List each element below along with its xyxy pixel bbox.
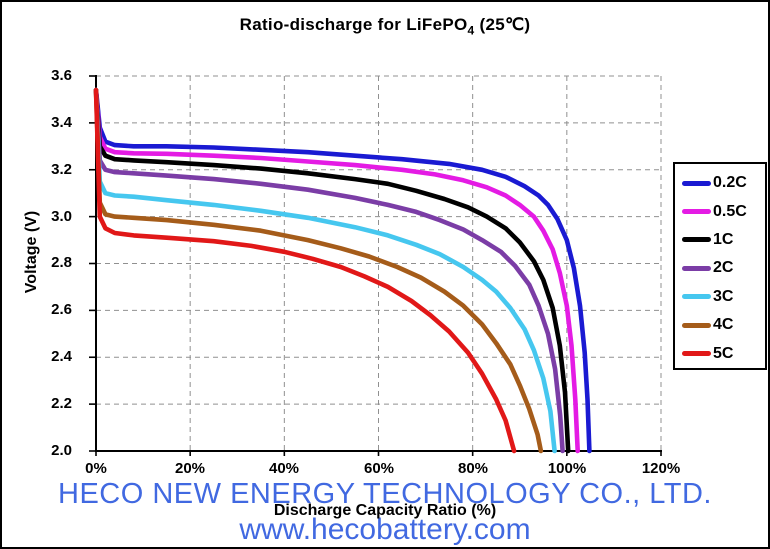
y-tick-label: 3.2 <box>51 161 72 178</box>
legend-item: 0.5C <box>682 197 765 225</box>
x-tick-label: 0% <box>85 460 107 477</box>
chart-title: Ratio-discharge for LiFePO4 (25℃) <box>2 15 768 37</box>
legend-line-swatch <box>682 294 711 300</box>
series-curve-3C <box>93 87 557 454</box>
x-tick-label: 40% <box>268 460 300 477</box>
legend-line-swatch <box>682 351 711 357</box>
legend-item: 2C <box>682 254 765 282</box>
series-curve-5C <box>93 87 517 454</box>
y-tick-label: 2.8 <box>51 254 72 271</box>
x-tick-label: 20% <box>174 460 206 477</box>
x-tick-label: 120% <box>641 460 681 477</box>
series-curve-2C <box>93 87 565 454</box>
y-tick-label: 2.0 <box>51 442 72 459</box>
legend-label: 3C <box>713 287 734 305</box>
legend-line-swatch <box>682 322 711 328</box>
legend-line-swatch <box>682 237 711 243</box>
legend-item: 3C <box>682 283 765 311</box>
legend-item: 0.2C <box>682 169 765 197</box>
x-tick-label: 100% <box>547 460 587 477</box>
legend-label: 1C <box>713 230 734 248</box>
watermark-company-name: HECO NEW ENERGY TECHNOLOGY CO., LTD. <box>58 478 712 510</box>
y-tick-label: 3.4 <box>51 114 72 131</box>
legend-label: 0.5C <box>713 202 747 220</box>
title-suffix: (25℃) <box>474 15 531 34</box>
series-curve-0.2C <box>93 87 592 454</box>
y-tick-label: 2.2 <box>51 395 72 412</box>
series-curve-4C <box>93 87 544 454</box>
y-tick-label: 3.6 <box>51 67 72 84</box>
legend-label: 4C <box>713 316 734 334</box>
legend-label: 0.2C <box>713 174 747 192</box>
series-curve-0.5C <box>93 87 580 454</box>
x-tick-label: 60% <box>363 460 395 477</box>
legend-item: 1C <box>682 226 765 254</box>
x-tick-label: 80% <box>457 460 489 477</box>
legend-line-swatch <box>682 209 711 215</box>
series-curve-1C <box>93 87 571 454</box>
legend: 0.2C 0.5C 1C 2C 3C 4C 5C <box>673 162 767 370</box>
watermark-website-url: www.hecobattery.com <box>239 513 531 546</box>
y-tick-label: 3.0 <box>51 208 72 225</box>
legend-item: 5C <box>682 339 765 367</box>
legend-label: 2C <box>713 259 734 277</box>
legend-item: 4C <box>682 311 765 339</box>
legend-line-swatch <box>682 180 711 186</box>
x-axis-label: Discharge Capacity Ratio (%) <box>273 502 497 519</box>
title-subscript: 4 <box>467 23 475 38</box>
title-main: Ratio-discharge for LiFePO <box>239 15 468 34</box>
y-tick-label: 2.6 <box>51 301 72 318</box>
legend-label: 5C <box>713 344 734 362</box>
legend-line-swatch <box>682 265 711 271</box>
y-tick-label: 2.4 <box>51 348 72 365</box>
